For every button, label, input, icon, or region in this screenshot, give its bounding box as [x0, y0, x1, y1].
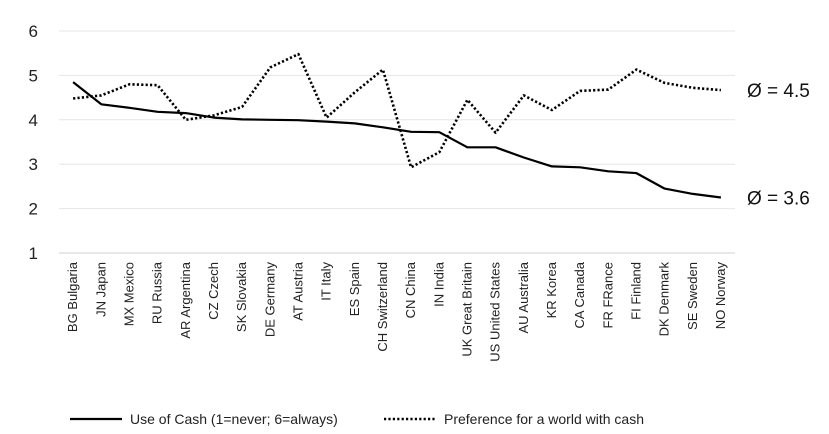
- y-tick-label: 5: [29, 66, 38, 85]
- x-tick-label: CZ Czech: [206, 262, 221, 320]
- y-tick-label: 6: [29, 22, 38, 41]
- x-axis-tick-labels: BG Bulgaria JN Japan MX Mexico RU Russia AR …: [65, 261, 728, 361]
- x-tick-label: SK Slovakia: [234, 261, 249, 332]
- legend-label: Use of Cash (1=never; 6=always): [130, 411, 338, 427]
- series-line-preference: [72, 52, 722, 169]
- legend: Use of Cash (1=never; 6=always) Preferenc…: [70, 411, 644, 427]
- average-label: Ø = 3.6: [747, 189, 810, 210]
- y-tick-label: 3: [29, 155, 38, 174]
- gridlines: [59, 30, 735, 210]
- x-tick-label: FR FRance: [600, 262, 615, 328]
- x-tick-label: JN Japan: [93, 262, 108, 317]
- x-tick-label: IN India: [431, 261, 446, 307]
- y-axis-tick-labels: 1 2 3 4 5 6: [29, 22, 38, 263]
- y-tick-label: 2: [29, 200, 38, 219]
- legend-label: Preference for a world with cash: [444, 411, 644, 427]
- x-tick-label: CA Canada: [572, 261, 587, 328]
- x-tick-label: DK Denmark: [657, 262, 672, 337]
- x-tick-label: UK Great Britain: [459, 262, 474, 357]
- series-lines: [72, 52, 722, 199]
- x-tick-label: CN China: [403, 261, 418, 318]
- x-tick-label: AT Austria: [290, 261, 305, 321]
- y-tick-label: 4: [29, 111, 38, 130]
- x-tick-label: NO Norway: [713, 262, 728, 330]
- y-tick-label: 1: [29, 244, 38, 263]
- x-tick-label: FI Finland: [628, 262, 643, 320]
- x-tick-label: AU Australia: [516, 261, 531, 333]
- x-tick-label: ES Spain: [347, 262, 362, 316]
- x-tick-label: MX Mexico: [121, 262, 136, 326]
- x-tick-label: US United States: [488, 262, 503, 362]
- average-labels: Ø = 3.6 Ø = 4.5: [747, 81, 810, 209]
- x-tick-label: DE Germany: [262, 262, 277, 338]
- average-label: Ø = 4.5: [747, 81, 810, 102]
- x-tick-label: IT Italy: [319, 262, 334, 301]
- series-line-use-of-cash: [72, 81, 722, 199]
- x-tick-label: CH Switzerland: [375, 262, 390, 352]
- x-tick-label: KR Korea: [544, 261, 559, 318]
- x-tick-label: BG Bulgaria: [65, 261, 80, 332]
- x-tick-label: AR Argentina: [178, 261, 193, 338]
- x-tick-label: RU Russia: [150, 261, 165, 324]
- x-tick-label: SE Sweden: [685, 262, 700, 330]
